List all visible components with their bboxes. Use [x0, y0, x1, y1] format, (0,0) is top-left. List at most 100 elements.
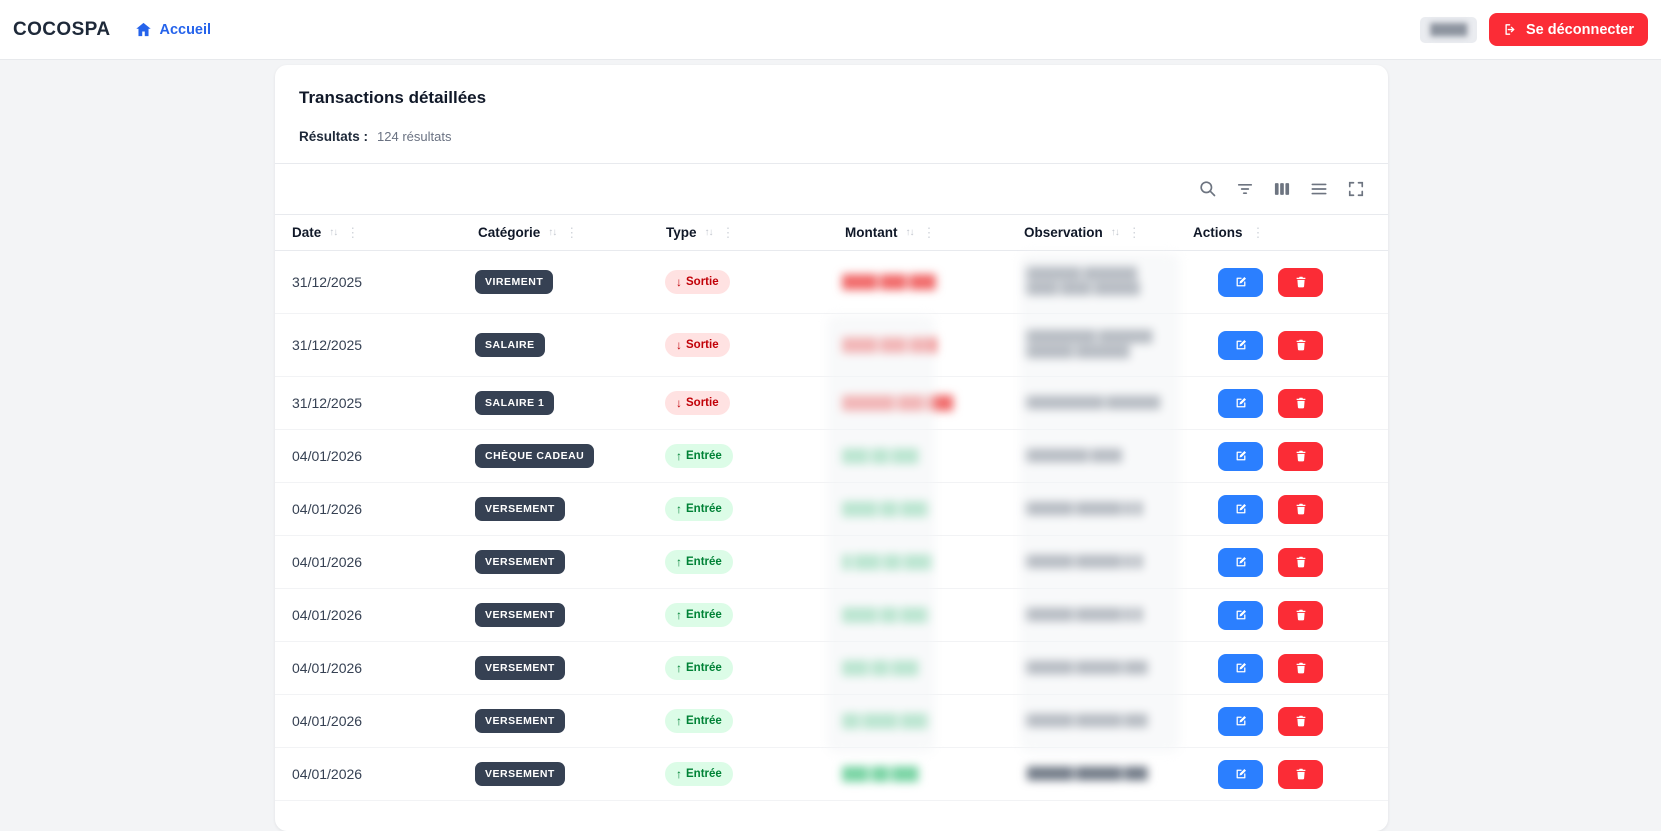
columns-icon[interactable] [1271, 178, 1293, 200]
search-icon[interactable] [1197, 178, 1219, 200]
edit-icon [1236, 503, 1246, 514]
type-badge: ↓ Sortie [665, 391, 730, 415]
column-menu-icon[interactable]: ⋮ [346, 224, 360, 240]
edit-icon [1236, 715, 1246, 726]
table-row: 04/01/2026 CHÈQUE CADEAU ↑ Entrée ███ ██… [275, 430, 1388, 483]
trash-icon [1296, 556, 1305, 568]
category-badge: VERSEMENT [475, 550, 565, 574]
type-arrow-icon: ↑ [676, 767, 682, 781]
transactions-panel: Transactions détaillées Résultats : 124 … [275, 65, 1388, 831]
edit-icon [1236, 768, 1246, 779]
type-cell: ↑ Entrée [654, 550, 829, 574]
amount-cell: ██████ ███ ███ [829, 394, 1014, 412]
edit-icon [1236, 397, 1246, 408]
nav-home-link[interactable]: Accueil [135, 21, 211, 38]
column-header-actions[interactable]: Actions ⋮ [1174, 225, 1388, 241]
edit-button[interactable] [1218, 547, 1263, 577]
actions-cell [1174, 547, 1388, 577]
observation-cell: ██████████ ███████ [1014, 396, 1174, 411]
amount-redacted: ███ ██ ███ [842, 766, 918, 781]
type-label: Sortie [686, 276, 719, 288]
type-cell: ↓ Sortie [654, 391, 829, 415]
delete-button[interactable] [1278, 330, 1323, 360]
edit-button[interactable] [1218, 706, 1263, 736]
type-cell: ↑ Entrée [654, 656, 829, 680]
column-header-catégorie[interactable]: Catégorie ↑↓ ⋮ [459, 225, 654, 241]
edit-button[interactable] [1218, 267, 1263, 297]
type-arrow-icon: ↑ [676, 555, 682, 569]
edit-button[interactable] [1218, 441, 1263, 471]
density-icon[interactable] [1308, 178, 1330, 200]
category-badge: VERSEMENT [475, 497, 565, 521]
sort-icon[interactable]: ↑↓ [548, 227, 557, 238]
date-cell: 04/01/2026 [292, 501, 363, 517]
results-label: Résultats : [299, 129, 369, 144]
category-badge: VERSEMENT [475, 603, 565, 627]
edit-button[interactable] [1218, 600, 1263, 630]
category-badge: VIREMENT [475, 270, 554, 294]
sort-icon[interactable]: ↑↓ [329, 227, 338, 238]
filter-icon[interactable] [1234, 178, 1256, 200]
amount-cell: ███ ██ ███ [829, 447, 1014, 465]
column-menu-icon[interactable]: ⋮ [1127, 224, 1141, 240]
logout-button[interactable]: Se déconnecter [1489, 13, 1648, 46]
category-badge: CHÈQUE CADEAU [475, 444, 595, 468]
trash-icon [1296, 503, 1305, 515]
delete-button[interactable] [1278, 547, 1323, 577]
column-menu-icon[interactable]: ⋮ [1251, 224, 1265, 240]
actions-cell [1174, 267, 1388, 297]
date-cell: 31/12/2025 [292, 274, 363, 290]
column-header-label: Type [666, 225, 697, 240]
observation-redacted: ██████████ ███████ [1027, 396, 1160, 409]
column-menu-icon[interactable]: ⋮ [565, 224, 579, 240]
delete-button[interactable] [1278, 388, 1323, 418]
delete-button[interactable] [1278, 759, 1323, 789]
top-bar: COCOSPA Accueil █████ Se déconnecter [0, 0, 1661, 60]
sort-icon[interactable]: ↑↓ [905, 227, 914, 238]
delete-button[interactable] [1278, 441, 1323, 471]
type-label: Entrée [686, 503, 722, 515]
column-header-observation[interactable]: Observation ↑↓ ⋮ [1014, 225, 1174, 241]
column-header-date[interactable]: Date ↑↓ ⋮ [275, 225, 459, 241]
type-badge: ↑ Entrée [665, 444, 733, 468]
edit-button[interactable] [1218, 494, 1263, 524]
observation-cell: ██████ ██████ █ █ [1014, 608, 1174, 623]
edit-button[interactable] [1218, 759, 1263, 789]
table-header-row: Date ↑↓ ⋮ Catégorie ↑↓ ⋮ Type ↑↓ ⋮ Monta… [275, 215, 1388, 251]
column-header-type[interactable]: Type ↑↓ ⋮ [654, 225, 829, 241]
edit-button[interactable] [1218, 330, 1263, 360]
type-badge: ↓ Sortie [665, 333, 730, 357]
category-cell: VIREMENT [459, 270, 654, 294]
amount-cell: █ ███ ██ ███ [829, 553, 1014, 571]
trash-icon [1296, 609, 1305, 621]
column-menu-icon[interactable]: ⋮ [922, 224, 936, 240]
username-redacted: █████ [1420, 16, 1477, 43]
delete-button[interactable] [1278, 494, 1323, 524]
date-cell: 04/01/2026 [292, 660, 363, 676]
delete-button[interactable] [1278, 600, 1323, 630]
delete-button[interactable] [1278, 706, 1323, 736]
category-cell: VERSEMENT [459, 497, 654, 521]
observation-redacted: ██████ ██████ █ █ [1027, 502, 1143, 515]
results-count: 124 résultats [377, 129, 452, 144]
delete-button[interactable] [1278, 267, 1323, 297]
table-row: 04/01/2026 VERSEMENT ↑ Entrée ███ ██ ███… [275, 642, 1388, 695]
type-cell: ↑ Entrée [654, 709, 829, 733]
column-menu-icon[interactable]: ⋮ [721, 224, 735, 240]
sort-icon[interactable]: ↑↓ [704, 227, 714, 238]
fullscreen-icon[interactable] [1345, 178, 1367, 200]
delete-button[interactable] [1278, 653, 1323, 683]
amount-cell: ███ ██ ███ [829, 765, 1014, 783]
edit-button[interactable] [1218, 653, 1263, 683]
type-arrow-icon: ↑ [676, 661, 682, 675]
amount-redacted: ███ ██ ███ [842, 448, 918, 463]
type-label: Entrée [686, 450, 722, 462]
column-header-label: Catégorie [478, 225, 541, 240]
edit-icon [1236, 662, 1246, 673]
type-badge: ↓ Sortie [665, 270, 730, 294]
edit-button[interactable] [1218, 388, 1263, 418]
type-label: Entrée [686, 715, 722, 727]
amount-cell: ████ ██ ███ [829, 606, 1014, 624]
column-header-montant[interactable]: Montant ↑↓ ⋮ [829, 225, 1014, 241]
sort-icon[interactable]: ↑↓ [1110, 227, 1120, 238]
